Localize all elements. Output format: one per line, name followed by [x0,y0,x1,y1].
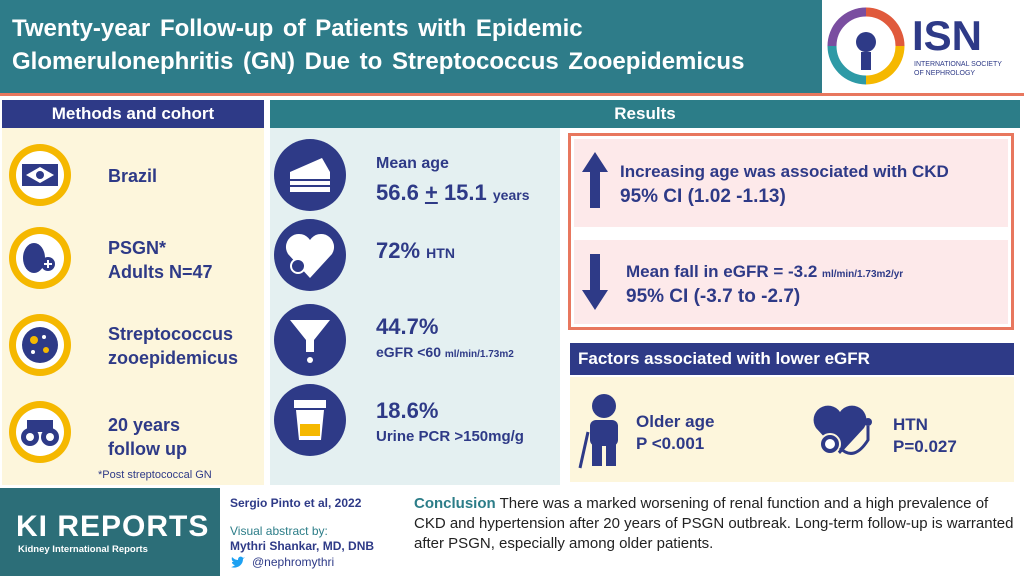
factors-panel [570,377,1014,482]
stat-sd: 15.1 [443,180,487,205]
finding-arrows [582,152,608,310]
credit-label: Visual abstract by: [230,524,328,538]
stat-label: eGFR <60 ml/min/1.73m2 [376,344,514,360]
footnote: *Post streptococcal GN [98,469,212,481]
title-line: Glomerulonephritis (GN) Due to Streptoco… [12,48,745,75]
conclusion-text: There was a marked worsening of renal fu… [414,495,1014,552]
stat-unit: years [492,187,530,203]
stat-number: 44.7% [376,314,439,339]
conclusion-label: Conclusion [414,495,496,512]
binoculars-icon [9,401,71,463]
method-item: Streptococcus zooepidemicus [108,322,238,370]
stat-unit: HTN [426,245,455,261]
isn-abbr: ISN [912,12,983,59]
title: Twenty-year Follow-up of Patients with E… [12,12,744,78]
bp-icon [813,405,872,455]
method-line: PSGN* [108,238,167,258]
stats-icons [274,139,346,456]
method-line: Streptococcus [108,324,234,344]
method-item: PSGN* Adults N=47 [108,236,213,284]
stat-pm: + [424,180,438,205]
isn-name: INTERNATIONAL SOCIETY OF NEPHROLOGY [914,60,1002,78]
method-line: zooepidemicus [108,348,239,368]
funnel-icon [274,304,346,376]
factor-label: Older age [636,412,715,431]
finding-ci: 95% CI (1.02 -1.13) [620,186,786,207]
bp-icon [274,219,346,291]
factor-item: Older age P <0.001 [636,411,714,455]
finding-ci: 95% CI (-3.7 to -2.7) [626,286,801,307]
isn-logo-mark [827,7,905,85]
stat-label: Urine PCR >150mg/g [376,428,524,445]
twitter-handle: @nephromythri [252,555,335,569]
isn-name-line: OF NEPHROLOGY [914,70,976,77]
method-line: Adults N=47 [108,262,213,282]
factors-heading: Factors associated with lower eGFR [570,343,1014,375]
title-line: Twenty-year Follow-up of Patients with E… [12,15,583,42]
finding-text: Mean fall in eGFR = -3.2 [626,262,818,281]
factor-p: P=0.027 [893,437,957,456]
factor-item: HTN P=0.027 [893,414,957,458]
older-person-icon [578,394,618,469]
methods-heading: Methods and cohort [2,100,264,128]
results-heading: Results [270,100,1020,128]
factor-label: HTN [893,415,928,434]
brazil-icon [9,144,71,206]
factor-p: P <0.001 [636,434,705,453]
stat-value: 72% HTN [376,238,455,264]
header-band [0,0,822,93]
cake-icon [274,139,346,211]
method-line: 20 years [108,415,181,435]
method-line: Brazil [108,166,158,186]
citation: Sergio Pinto et al, 2022 [230,496,362,510]
stat-number: 72% [376,238,421,263]
down-arrow [582,254,608,310]
stat-label-text: eGFR <60 [376,344,441,360]
author: Mythri Shankar, MD, DNB [230,539,375,553]
methods-icons [9,144,71,463]
finding-line: Increasing age was associated with CKD [620,162,949,181]
finding-unit: ml/min/1.73m2/yr [822,269,904,280]
stat-value: 56.6 + 15.1 years [376,180,529,206]
stat-unit: ml/min/1.73m2 [444,349,514,360]
method-item: 20 years follow up [108,413,187,461]
stat-number: 18.6% [376,398,439,423]
up-arrow [582,152,608,208]
stat-mean: 56.6 [376,180,419,205]
finding-line: Mean fall in eGFR = -3.2 ml/min/1.73m2/y… [626,262,903,282]
bacteria-icon [9,314,71,376]
header-rule [0,93,1024,96]
brand-panel [0,488,220,576]
kidney-icon [9,227,71,289]
factor-icons [578,394,872,469]
method-line: follow up [108,439,187,459]
finding-panel [574,240,1008,324]
isn-name-line: INTERNATIONAL SOCIETY [914,61,1002,68]
method-item: Brazil [108,164,157,188]
conclusion: Conclusion There was a marked worsening … [414,494,1018,554]
stat-label: Mean age [376,155,449,172]
finding-panel [574,139,1008,227]
urine-cup-icon [274,384,346,456]
brand-sub: Kidney International Reports [18,544,148,555]
twitter-icon [231,556,245,568]
brand: KI REPORTS [16,510,210,543]
